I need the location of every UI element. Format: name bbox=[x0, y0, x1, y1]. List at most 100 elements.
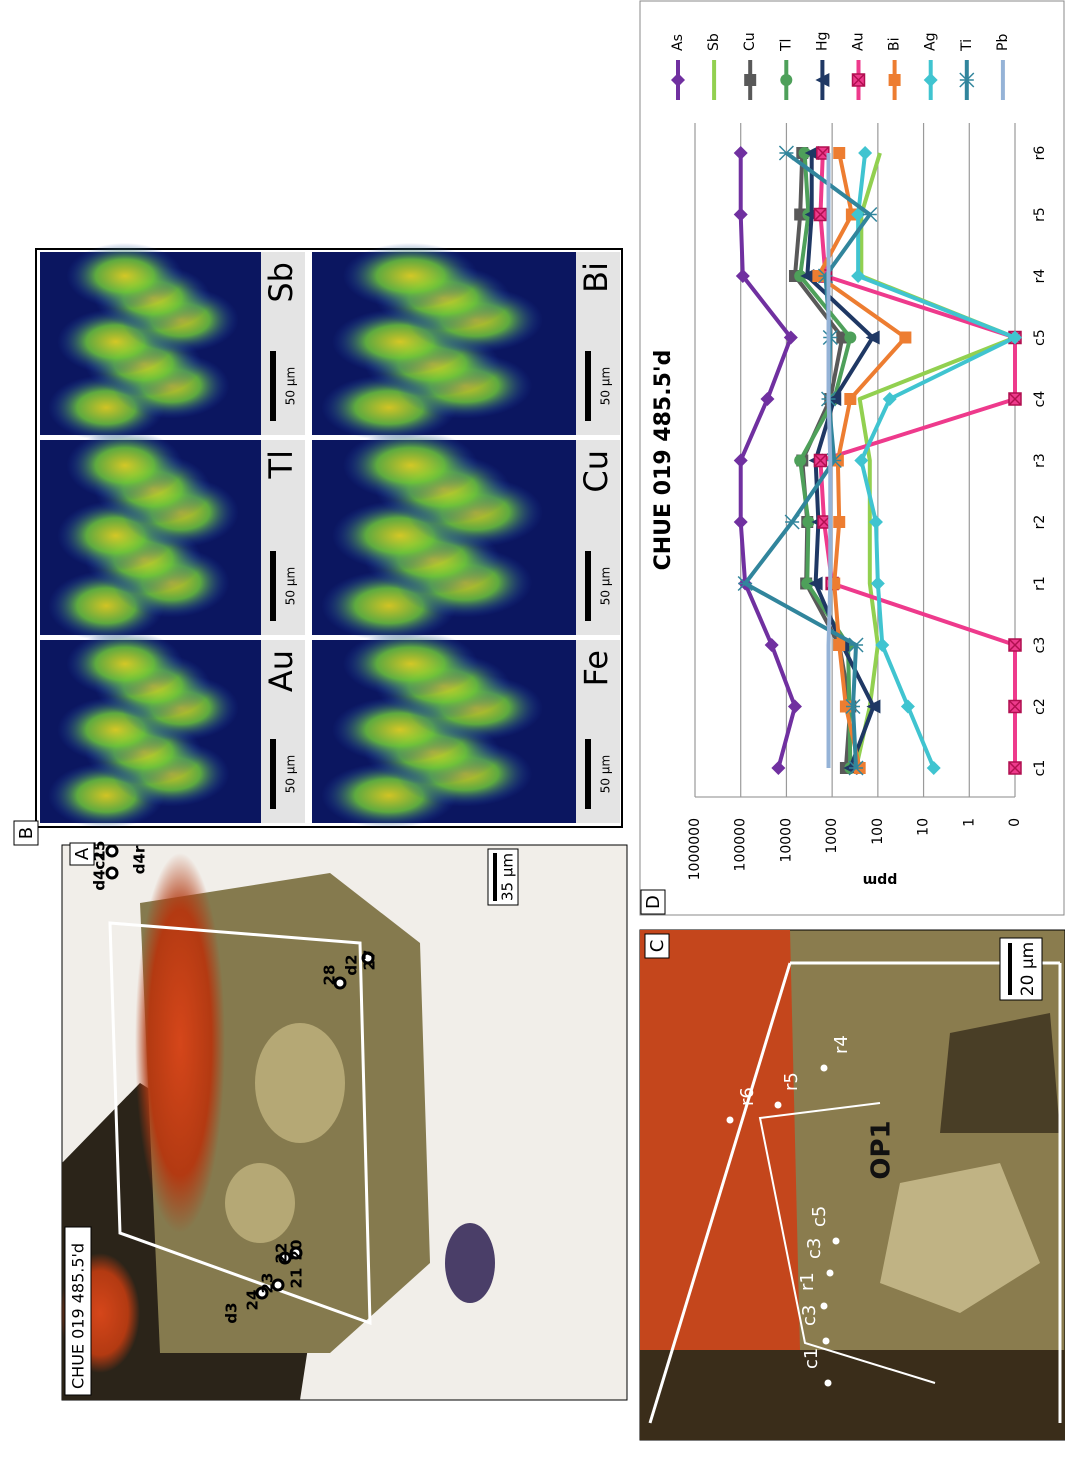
x-tick-label: r6 bbox=[1032, 146, 1048, 161]
grain bbox=[225, 1163, 295, 1243]
sample-label: CHUE 019 485.5'd bbox=[69, 1243, 88, 1389]
y-tick-label: 10 bbox=[916, 818, 932, 836]
x-tick-label: c1 bbox=[1032, 760, 1048, 777]
y-tick-label: 1000 bbox=[824, 818, 840, 854]
y-tick-label: 100 bbox=[870, 818, 886, 845]
x-tick-label: c3 bbox=[1032, 637, 1048, 654]
map-signal bbox=[343, 631, 479, 697]
spot-label: r6 bbox=[737, 1087, 758, 1106]
spot-label: d4r bbox=[131, 845, 149, 874]
scale-label: 50 µm bbox=[284, 755, 298, 793]
legend-label: Au bbox=[851, 33, 867, 51]
sample-spot bbox=[825, 1380, 832, 1387]
scale-label: 50 µm bbox=[284, 367, 298, 405]
marker bbox=[833, 516, 845, 528]
spot-label: c1 bbox=[801, 1348, 822, 1369]
spot-label: d4 bbox=[91, 869, 109, 890]
y-tick-label: 10000 bbox=[778, 818, 794, 863]
sample-spot bbox=[833, 1238, 840, 1245]
marker bbox=[899, 332, 911, 344]
x-tick-label: r1 bbox=[1032, 576, 1048, 591]
spot-label: 25 bbox=[91, 841, 109, 862]
marker bbox=[1009, 701, 1021, 713]
marker bbox=[814, 455, 826, 467]
chart-title: CHUE 019 485.5'd bbox=[651, 350, 676, 571]
spot-label: 20 bbox=[288, 1240, 306, 1261]
spot-label: 23 bbox=[259, 1273, 277, 1294]
legend-marker bbox=[853, 74, 865, 86]
sample-spot bbox=[821, 1303, 828, 1310]
map-signal bbox=[343, 430, 479, 500]
panel-letter: B bbox=[16, 827, 37, 839]
legend-label: As bbox=[670, 34, 686, 51]
x-tick-label: c4 bbox=[1032, 391, 1048, 408]
marker bbox=[844, 393, 856, 405]
map-signal bbox=[67, 243, 184, 309]
y-tick-label: 100000 bbox=[733, 818, 749, 871]
legend-label: Hg bbox=[814, 32, 830, 51]
x-tick-label: r3 bbox=[1032, 453, 1048, 468]
spot-label: c5 bbox=[809, 1206, 830, 1227]
map-signal bbox=[343, 243, 479, 309]
legend-marker bbox=[744, 74, 756, 86]
rust-area bbox=[640, 930, 800, 1350]
marker bbox=[814, 209, 826, 221]
map-signal bbox=[67, 430, 184, 500]
spot-label: r5 bbox=[781, 1072, 802, 1091]
spot-label: r4 bbox=[831, 1035, 852, 1054]
legend-label: Ag bbox=[923, 33, 939, 51]
panel-a-photo bbox=[60, 845, 627, 1400]
element-label: Bi bbox=[577, 262, 615, 293]
x-tick-label: r4 bbox=[1032, 269, 1048, 284]
y-tick-label: 1 bbox=[961, 818, 977, 827]
sample-spot bbox=[107, 868, 117, 878]
series-line bbox=[829, 153, 831, 768]
sample-spot bbox=[727, 1117, 734, 1124]
spot-label: r1 bbox=[797, 1272, 818, 1291]
map-signal bbox=[67, 631, 184, 697]
legend-label: Cu bbox=[742, 32, 758, 51]
sample-spot bbox=[107, 846, 117, 856]
spot-label: 27 bbox=[361, 950, 379, 971]
legend-label: Bi bbox=[887, 38, 903, 52]
marker bbox=[1009, 393, 1021, 405]
spot-label: 21 bbox=[288, 1268, 306, 1289]
spot-label: d2 bbox=[343, 954, 361, 975]
sample-spot bbox=[823, 1338, 830, 1345]
landscape-layer: 50 µmAu50 µmTl50 µmSb50 µmFe50 µmCu50 µm… bbox=[14, 1, 1065, 1440]
marker bbox=[833, 147, 845, 159]
panel-d-frame bbox=[640, 1, 1064, 915]
marker bbox=[1009, 762, 1021, 774]
scale-label: 50 µm bbox=[284, 567, 298, 605]
legend-label: Tl bbox=[778, 39, 794, 52]
y-axis-label: ppm bbox=[863, 872, 898, 888]
scale-label: 50 µm bbox=[599, 755, 613, 793]
y-tick-label: 0 bbox=[1007, 818, 1023, 827]
spot-label: c3 bbox=[799, 1305, 820, 1326]
element-label: Cu bbox=[577, 450, 615, 493]
sample-spot bbox=[827, 1270, 834, 1277]
legend-label: Ti bbox=[959, 39, 975, 52]
spot-label: 28 bbox=[321, 965, 339, 986]
element-label: Tl bbox=[262, 450, 300, 479]
x-tick-label: c2 bbox=[1032, 698, 1048, 715]
element-label: Fe bbox=[577, 650, 615, 686]
legend-marker bbox=[780, 74, 792, 86]
dark-grain bbox=[445, 1223, 495, 1303]
legend-label: Sb bbox=[706, 33, 722, 51]
dark-area bbox=[640, 1350, 1065, 1440]
marker bbox=[833, 639, 845, 651]
legend-marker bbox=[889, 74, 901, 86]
rust-area bbox=[135, 853, 225, 1233]
grain bbox=[255, 1023, 345, 1143]
x-tick-label: r5 bbox=[1032, 207, 1048, 222]
sample-spot bbox=[775, 1102, 782, 1109]
marker bbox=[844, 332, 856, 344]
page: {"panel_labels": ["A", "B", "C", "D"], "… bbox=[0, 0, 1065, 1463]
spot-label: d3 bbox=[223, 1302, 241, 1323]
spot-label: c3 bbox=[804, 1238, 825, 1259]
panel-letter: C bbox=[647, 940, 668, 953]
legend-label: Pb bbox=[995, 34, 1011, 51]
scale-label: 20 µm bbox=[1018, 942, 1038, 996]
sample-spot bbox=[821, 1065, 828, 1072]
